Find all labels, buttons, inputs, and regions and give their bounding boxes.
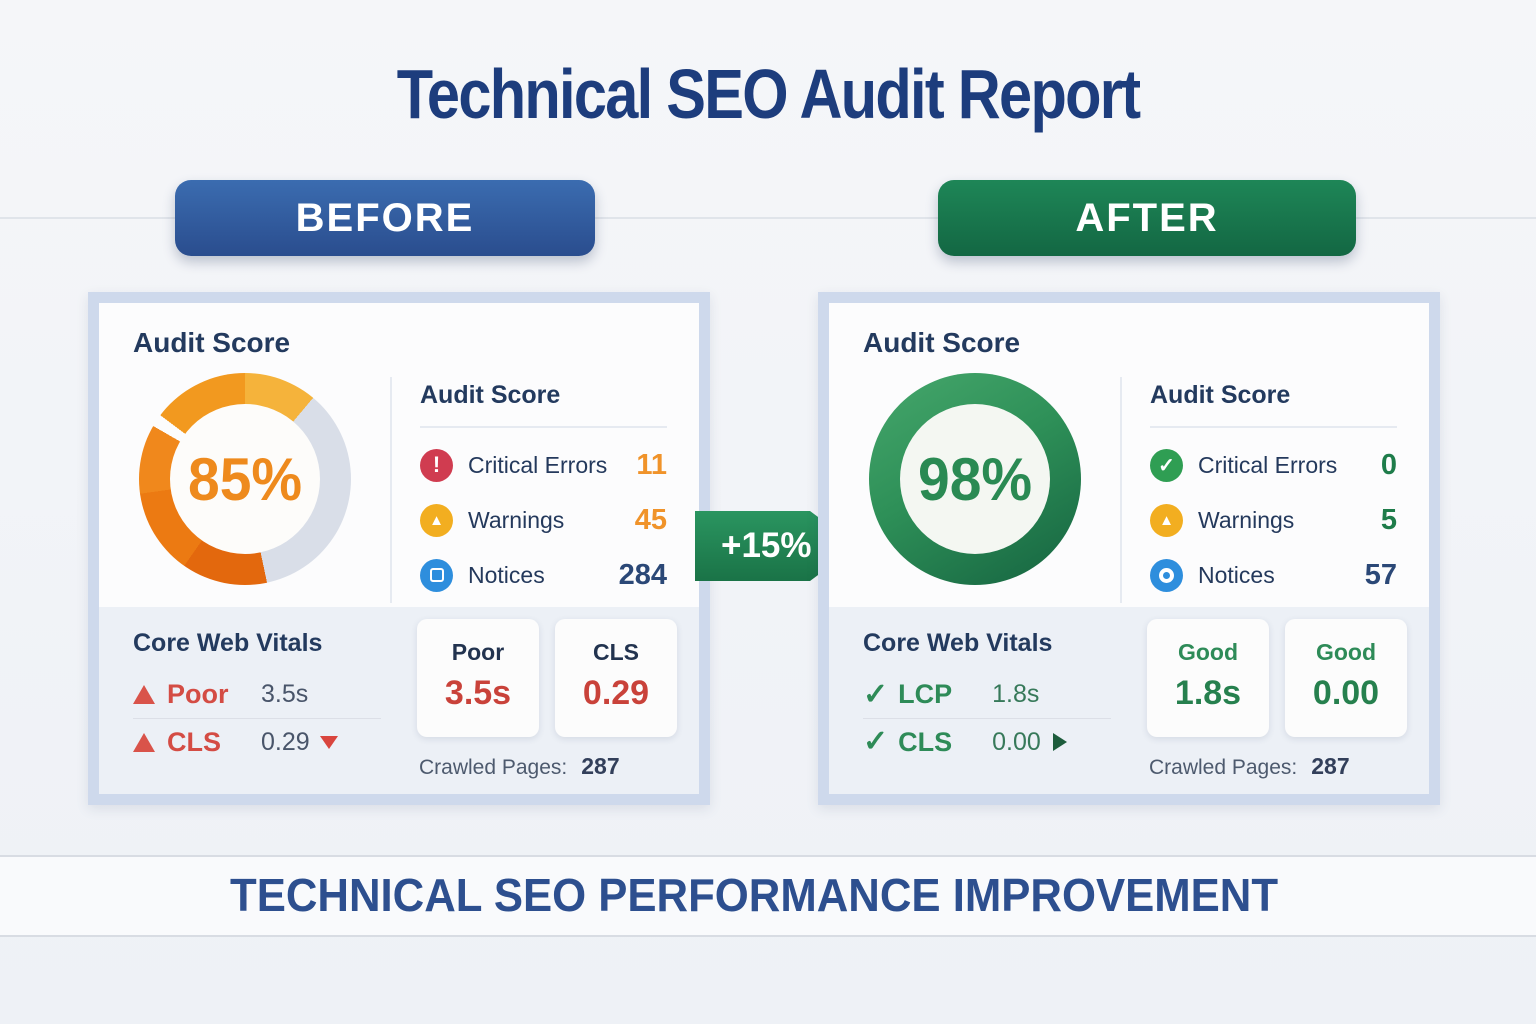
cwv-row-cls: ✓ CLS 0.00 <box>863 718 1111 765</box>
before-panel: Audit Score 85% Audit Score Critical Err… <box>88 292 710 805</box>
crawled-pages-value: 287 <box>1311 753 1350 779</box>
issue-label: Notices <box>1198 561 1275 588</box>
after-donut-center: 98% <box>900 404 1050 554</box>
issue-value: 284 <box>618 558 667 591</box>
after-score-donut-chart: 98% <box>869 373 1081 585</box>
issue-value: 57 <box>1364 558 1397 591</box>
card-title: Good <box>1177 639 1239 665</box>
issue-value: 5 <box>1380 503 1397 536</box>
issue-label: Warnings <box>1198 506 1295 533</box>
issue-label: Critical Errors <box>468 451 608 478</box>
critical-error-icon <box>420 448 453 482</box>
after-badge: AFTER <box>938 180 1356 256</box>
issue-label: Notices <box>468 561 545 588</box>
issue-label: Warnings <box>468 506 565 533</box>
notice-icon <box>420 558 453 592</box>
cwv-label: CLS <box>898 726 953 757</box>
column-divider <box>1120 377 1122 603</box>
before-issues-list: Audit Score Critical Errors 11 Warnings … <box>420 381 667 609</box>
card-value: 3.5s <box>444 674 512 712</box>
alert-triangle-icon <box>133 732 155 752</box>
column-divider <box>390 377 392 603</box>
cwv-row-cls: CLS 0.29 <box>133 718 381 765</box>
issue-value: 11 <box>636 448 667 481</box>
cwv-value: 3.5s <box>261 680 309 708</box>
after-issues-list: Audit Score Critical Errors 0 Warnings 5… <box>1150 381 1397 609</box>
card-title: Good <box>1315 639 1377 665</box>
check-circle-icon <box>1150 448 1183 482</box>
warning-icon <box>420 503 453 537</box>
alert-triangle-icon <box>133 685 155 704</box>
core-web-vitals-title: Core Web Vitals <box>863 629 1053 657</box>
page-title: Technical SEO Audit Report <box>396 55 1141 133</box>
before-crawled-pages: Crawled Pages: 287 <box>419 753 620 780</box>
triangle-right-icon <box>1052 733 1067 751</box>
cwv-value: 0.00 <box>992 727 1041 756</box>
card-title: CLS <box>593 639 639 665</box>
card-value: 0.29 <box>582 674 650 712</box>
issue-value: 45 <box>634 503 667 536</box>
list-item: Critical Errors 11 <box>420 444 667 486</box>
before-score-value: 85% <box>187 445 303 513</box>
before-panel-title: Audit Score <box>133 327 291 358</box>
crawled-pages-label: Crawled Pages: <box>419 756 568 779</box>
cwv-row-lcp: ✓ LCP 1.8s <box>863 671 1111 718</box>
after-cls-card: Good 0.00 <box>1285 619 1407 737</box>
list-item: Notices 57 <box>1150 554 1397 596</box>
cwv-label: CLS <box>167 726 221 757</box>
improvement-arrow-label: +15% <box>721 526 812 565</box>
issue-label: Critical Errors <box>1198 451 1338 478</box>
core-web-vitals-rows: Poor 3.5s CLS 0.29 <box>133 671 381 765</box>
core-web-vitals-rows: ✓ LCP 1.8s ✓ CLS 0.00 <box>863 671 1111 765</box>
after-crawled-pages: Crawled Pages: 287 <box>1149 753 1350 780</box>
cwv-label: LCP <box>898 679 953 709</box>
after-list-title: Audit Score <box>1150 381 1397 428</box>
notice-icon <box>1150 558 1183 592</box>
after-score-value: 98% <box>917 445 1033 513</box>
before-donut-center: 85% <box>170 404 320 554</box>
before-lcp-card: Poor 3.5s <box>417 619 539 737</box>
card-value: 1.8s <box>1174 674 1242 712</box>
cwv-value: 0.29 <box>261 727 310 756</box>
checkmark-icon: ✓ <box>863 677 889 711</box>
badge-divider-line <box>0 217 1536 219</box>
checkmark-icon: ✓ <box>863 725 889 758</box>
crawled-pages-value: 287 <box>581 753 620 779</box>
before-list-title: Audit Score <box>420 381 667 428</box>
footer-title: TECHNICAL SEO PERFORMANCE IMPROVEMENT <box>230 869 1279 921</box>
list-item: Warnings 45 <box>420 499 667 541</box>
list-item: Critical Errors 0 <box>1150 444 1397 486</box>
core-web-vitals-title: Core Web Vitals <box>133 629 323 657</box>
list-item: Warnings 5 <box>1150 499 1397 541</box>
cwv-row-lcp: Poor 3.5s <box>133 671 381 718</box>
cwv-value: 1.8s <box>992 680 1040 708</box>
triangle-down-icon <box>319 735 338 749</box>
footer-strip <box>0 855 1536 937</box>
after-lcp-card: Good 1.8s <box>1147 619 1269 737</box>
warning-icon <box>1150 503 1183 537</box>
list-item: Notices 284 <box>420 554 667 596</box>
issue-value: 0 <box>1380 448 1397 481</box>
crawled-pages-label: Crawled Pages: <box>1149 756 1298 779</box>
before-badge: BEFORE <box>175 180 595 256</box>
after-panel-title: Audit Score <box>863 327 1021 358</box>
before-cls-card: CLS 0.29 <box>555 619 677 737</box>
after-panel: Audit Score 98% Audit Score Critical Err… <box>818 292 1440 805</box>
card-value: 0.00 <box>1312 674 1380 712</box>
card-title: Poor <box>451 639 505 665</box>
cwv-label: Poor <box>167 679 229 709</box>
before-score-donut-chart: 85% <box>139 373 351 585</box>
